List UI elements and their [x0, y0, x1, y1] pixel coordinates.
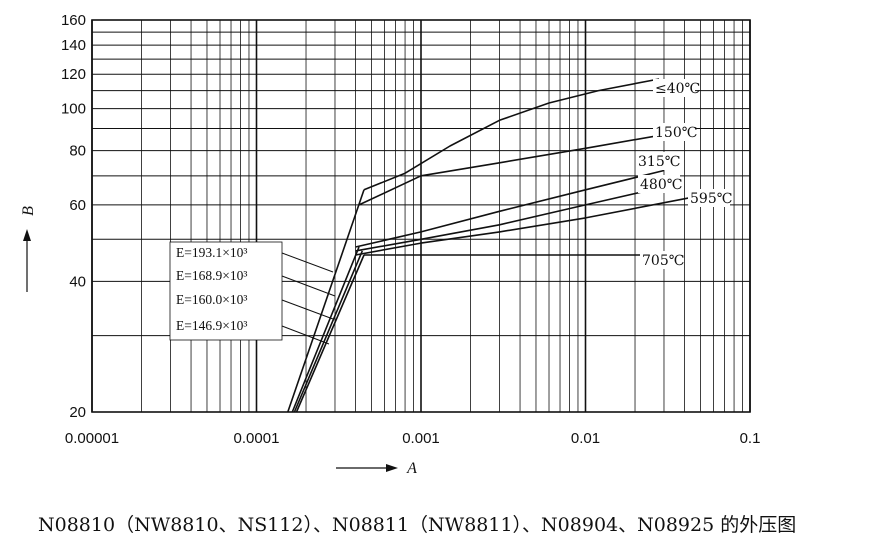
axes [23, 19, 751, 472]
y-tick-label: 100 [61, 101, 86, 118]
external-pressure-chart: 0.00001 0.0001 0.001 0.01 0.1 20 40 60 80 100 120 1… [20, 12, 760, 477]
x-tick-label: 0.001 [402, 430, 440, 447]
series-label: 705℃ [642, 253, 684, 269]
y-tick-label: 120 [61, 66, 86, 83]
x-tick-label: 0.1 [740, 430, 761, 447]
modulus-leader-line [281, 299, 334, 320]
modulus-leader-line [281, 252, 334, 273]
series-label: 315℃ [638, 154, 680, 170]
series-label-bg [653, 79, 695, 97]
figure-caption: N08810（NW8810、NS112）、N08811（NW8811）、N089… [38, 514, 797, 536]
series-label-bg [653, 123, 695, 141]
x-axis-title: A [406, 460, 417, 477]
series-label: 150℃ [655, 125, 697, 141]
x-tick-label: 0.0001 [234, 430, 280, 447]
modulus-label: E=193.1×10³ [176, 245, 247, 260]
modulus-label-box [169, 241, 283, 341]
modulus-leader-line [281, 325, 330, 345]
y-tick-label: 20 [69, 404, 86, 421]
series-label-bg [688, 189, 730, 207]
elastic-line [295, 254, 365, 413]
y-axis-arrow-head [23, 229, 31, 241]
series-label-bg [640, 251, 682, 269]
x-tick-label: 0.01 [571, 430, 600, 447]
elastic-line [291, 246, 360, 413]
y-tick-label: 40 [69, 273, 86, 290]
y-tick-label: 60 [69, 197, 86, 214]
series-label-bg [638, 175, 680, 193]
modulus-label: E=168.9×10³ [176, 268, 247, 283]
y-tick-label: 160 [61, 12, 86, 29]
x-axis-arrow-head [386, 464, 398, 472]
series-label: ≤40℃ [655, 81, 700, 97]
series-line [363, 78, 660, 191]
elastic-line [287, 189, 365, 413]
y-axis-title: B [20, 206, 37, 216]
modulus-label: E=146.9×10³ [176, 318, 247, 333]
y-tick-label: 140 [61, 37, 86, 54]
series-label: 595℃ [690, 191, 732, 207]
y-tick-label: 80 [69, 143, 86, 160]
series-line [355, 194, 701, 256]
series-line [355, 186, 665, 252]
series-label-bg [636, 152, 678, 170]
x-tick-label: 0.00001 [65, 430, 119, 447]
grid [91, 19, 751, 413]
plot-frame [91, 19, 751, 413]
modulus-label: E=160.0×10³ [176, 292, 247, 307]
curves [287, 78, 701, 413]
labels: 0.00001 0.0001 0.001 0.01 0.1 20 40 60 80 100 120 1… [20, 12, 760, 477]
series-line [358, 131, 676, 206]
series-line [355, 169, 665, 248]
series-label: 480℃ [640, 177, 682, 193]
elastic-line [293, 250, 364, 413]
modulus-leader-line [281, 275, 336, 297]
